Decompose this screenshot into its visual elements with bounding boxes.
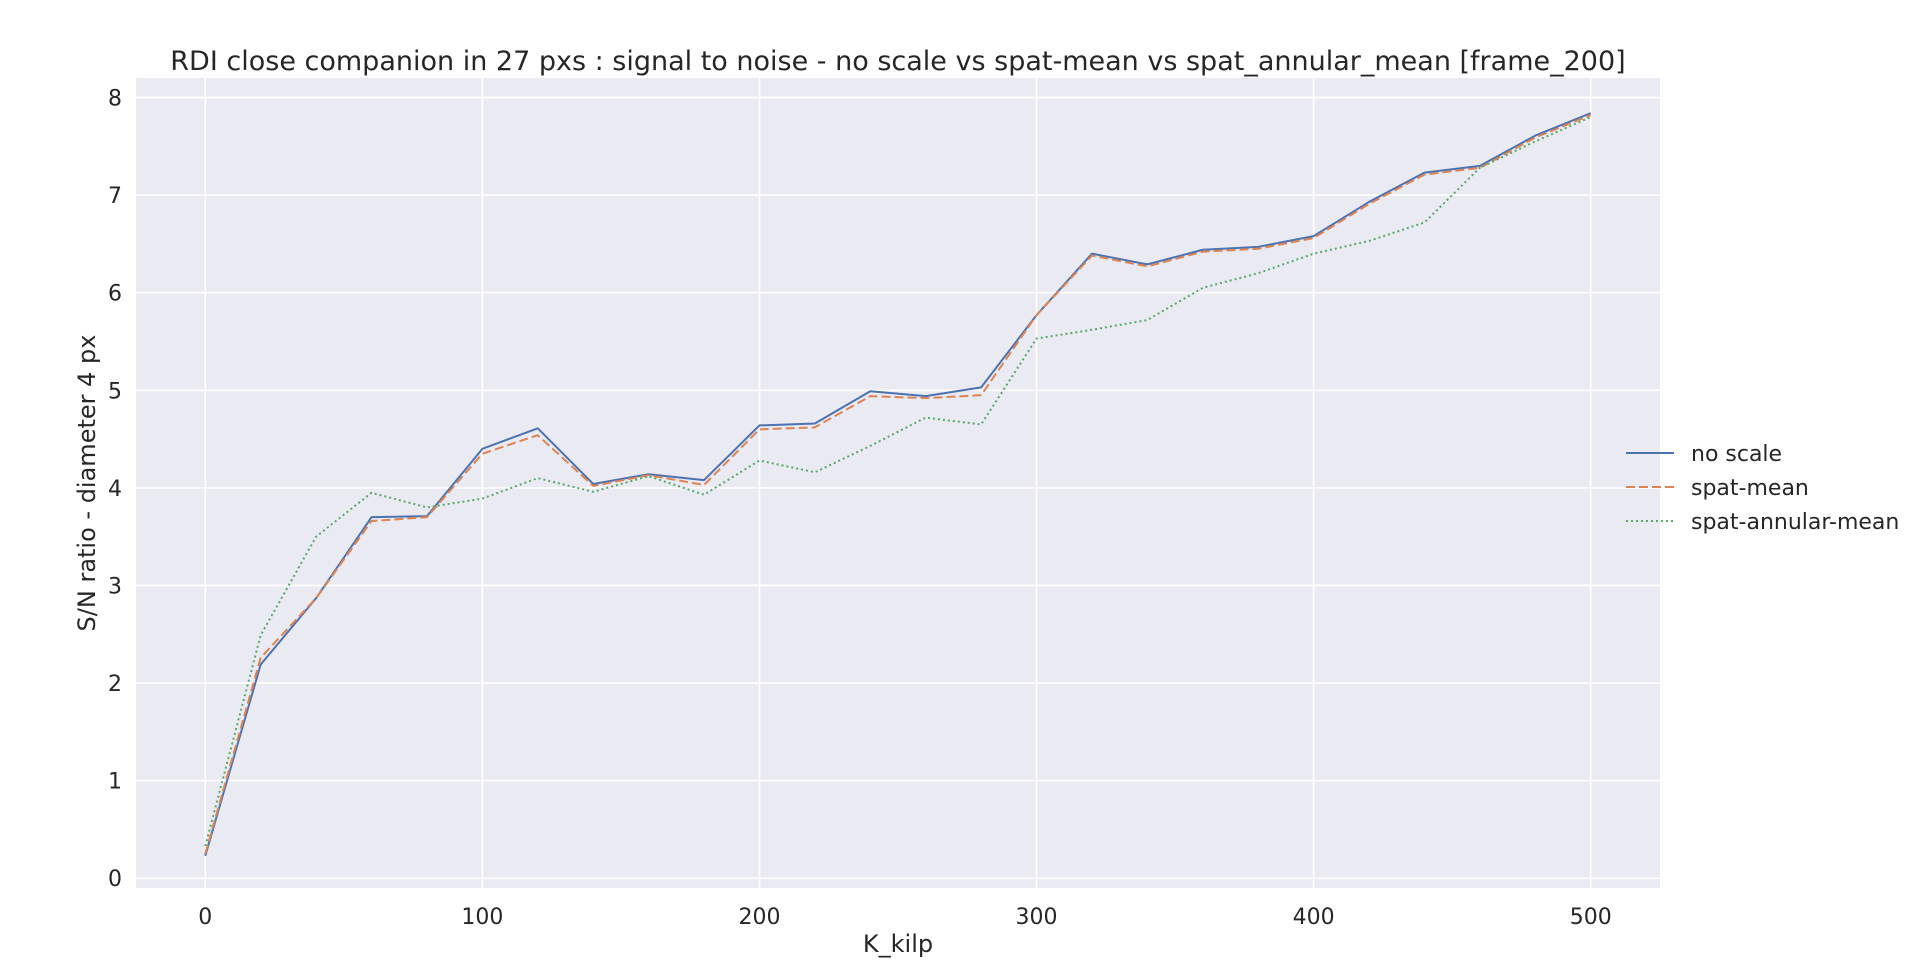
- y-tick-label: 6: [108, 282, 122, 307]
- y-tick-label: 1: [108, 770, 122, 795]
- x-tick-label: 400: [1293, 905, 1335, 930]
- legend-label: spat-mean: [1691, 476, 1809, 501]
- series-line-spat-annular-mean: [204, 116, 1592, 847]
- plot-area: [136, 78, 1660, 888]
- x-axis-ticks: 0 100 200 300 400 500: [198, 905, 1611, 930]
- y-tick-label: 2: [108, 672, 122, 697]
- series-line-spat-mean: [204, 114, 1592, 855]
- legend: no scale spat-mean spat-annular-mean: [1626, 442, 1899, 535]
- x-tick-label: 0: [198, 905, 212, 930]
- legend-label: spat-annular-mean: [1691, 510, 1899, 535]
- y-tick-label: 0: [108, 867, 122, 892]
- y-tick-label: 7: [108, 184, 122, 209]
- x-tick-label: 200: [738, 905, 780, 930]
- legend-label: no scale: [1691, 442, 1782, 467]
- y-axis-label: S/N ratio - diameter 4 px: [73, 335, 101, 632]
- x-tick-label: 300: [1016, 905, 1058, 930]
- y-tick-label: 8: [108, 87, 122, 112]
- grid-lines: [136, 78, 1660, 888]
- series-lines: [204, 112, 1592, 857]
- x-tick-label: 500: [1570, 905, 1612, 930]
- y-axis-ticks: 0 1 2 3 4 5 6 7 8: [108, 87, 122, 893]
- x-tick-label: 100: [461, 905, 503, 930]
- x-axis-label: K_kilp: [863, 930, 933, 958]
- y-tick-label: 3: [108, 574, 122, 599]
- series-line-no-scale: [204, 112, 1592, 857]
- y-tick-label: 4: [108, 477, 122, 502]
- y-tick-label: 5: [108, 379, 122, 404]
- chart-title: RDI close companion in 27 pxs : signal t…: [170, 46, 1625, 77]
